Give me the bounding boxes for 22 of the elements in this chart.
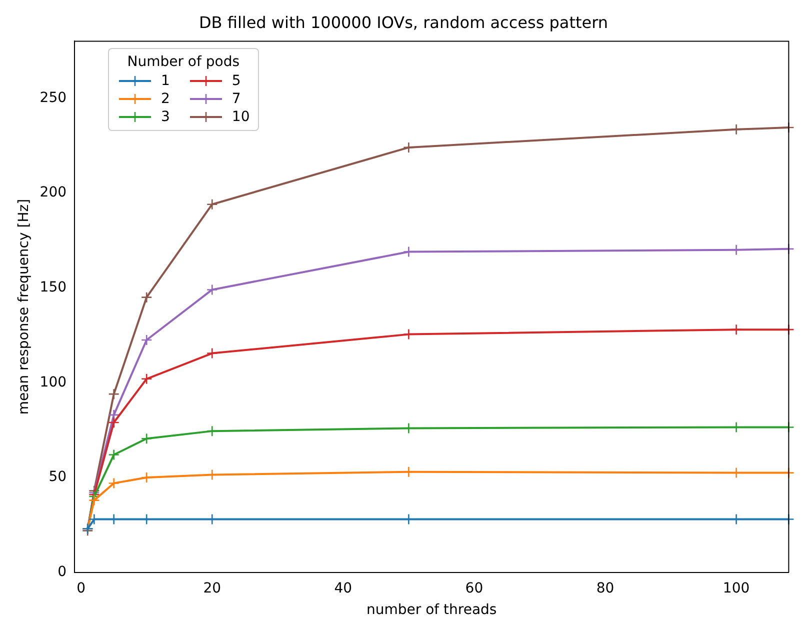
legend-label: 10 xyxy=(232,109,250,125)
x-tick-label: 80 xyxy=(596,580,614,596)
legend-title: Number of pods xyxy=(126,54,241,70)
legend-label: 3 xyxy=(161,109,170,125)
y-tick-label: 250 xyxy=(40,90,67,106)
y-tick-label: 100 xyxy=(40,374,67,390)
x-tick-label: 20 xyxy=(203,580,222,596)
y-tick-label: 200 xyxy=(40,184,67,201)
y-axis-title: mean response frequency [Hz] xyxy=(16,198,32,415)
legend-label: 5 xyxy=(232,73,241,89)
x-axis-title: number of threads xyxy=(366,602,497,618)
y-tick-label: 150 xyxy=(40,279,67,296)
legend-label: 7 xyxy=(232,91,241,107)
chart-title: DB filled with 100000 IOVs, random access pattern xyxy=(198,12,608,32)
legend-label: 1 xyxy=(161,73,170,89)
x-tick-label: 0 xyxy=(76,580,86,596)
x-tick-label: 100 xyxy=(722,580,750,596)
x-tick-label: 40 xyxy=(334,580,352,596)
x-tick-label: 60 xyxy=(465,580,484,596)
legend-label: 2 xyxy=(161,91,170,107)
y-tick-label: 50 xyxy=(48,469,67,486)
y-tick-label: 0 xyxy=(58,564,67,580)
